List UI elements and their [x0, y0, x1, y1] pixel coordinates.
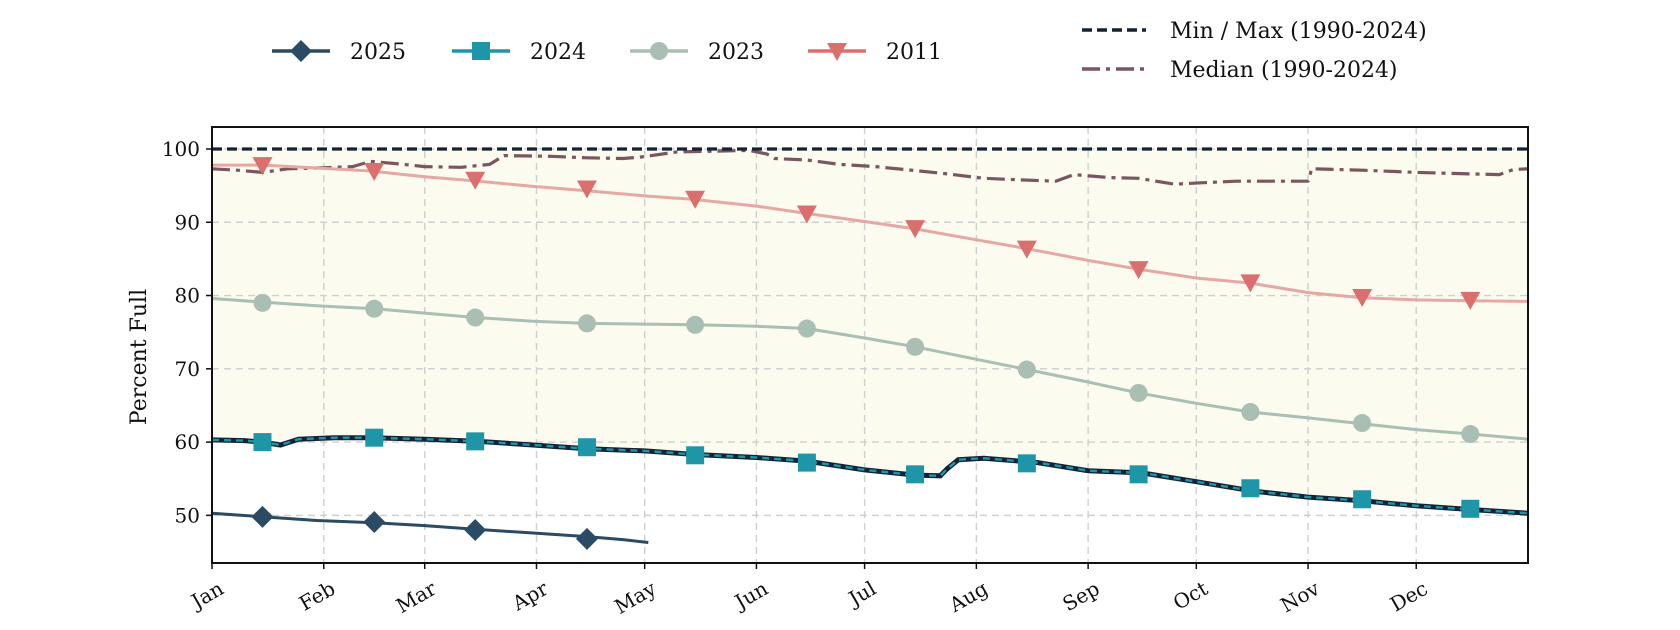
legend-label: 2024	[530, 40, 586, 65]
x-tick-label: Apr	[507, 576, 552, 616]
series-line	[212, 163, 1529, 303]
legend-label: 2011	[886, 40, 942, 65]
data-point	[251, 505, 274, 528]
data-point	[1353, 490, 1372, 509]
series-2025	[211, 505, 649, 550]
data-point	[365, 428, 384, 447]
data-point	[253, 433, 272, 452]
legend-label: 2023	[708, 40, 764, 65]
series-2024	[211, 428, 1529, 518]
data-point	[365, 299, 384, 318]
data-point	[1460, 291, 1481, 310]
data-point	[1017, 360, 1036, 379]
data-point	[796, 205, 817, 224]
x-tick-label: Sep	[1058, 576, 1103, 616]
legend-entry-min-max: Min / Max (1990-2024)	[1082, 19, 1427, 44]
legend-entry-2024: 2024	[452, 40, 586, 65]
legend-swatch-marker	[650, 42, 668, 60]
y-tick-label: 60	[175, 430, 200, 454]
legend-label: Median (1990-2024)	[1170, 58, 1398, 83]
grid	[211, 127, 1528, 563]
x-tick-label: Oct	[1169, 576, 1212, 615]
x-tick-label: May	[610, 576, 660, 619]
x-tick-label: Jul	[843, 576, 880, 611]
x-tick-label: Nov	[1276, 576, 1324, 618]
data-point	[577, 314, 596, 333]
legend-entry-2023: 2023	[630, 40, 764, 65]
series-line	[211, 148, 1529, 186]
band-fill	[212, 149, 1528, 514]
legend-entry-2011: 2011	[808, 40, 942, 65]
y-axis-label: Percent Full	[127, 289, 152, 425]
x-tick-label: Aug	[944, 576, 992, 617]
data-point	[906, 337, 925, 356]
y-tick-label: 70	[175, 357, 200, 381]
data-point	[1016, 240, 1037, 259]
series-line	[211, 436, 1529, 515]
data-point	[466, 308, 485, 327]
data-point	[252, 157, 273, 176]
data-point	[1128, 261, 1149, 280]
data-point	[906, 465, 925, 484]
data-point	[797, 319, 816, 338]
x-tick-label: Jun	[729, 576, 772, 615]
data-point	[576, 180, 597, 199]
legend: 2025 2024 2023 2011 Min / Max (1990-2024) Med…	[272, 19, 1427, 83]
data-point	[575, 527, 598, 550]
series-median-1990-2024-	[211, 148, 1529, 186]
legend-label: Min / Max (1990-2024)	[1170, 19, 1427, 44]
plot-border	[211, 126, 1529, 564]
data-point	[1241, 479, 1260, 498]
data-point	[1352, 289, 1373, 308]
legend-entry-2025: 2025	[272, 40, 406, 65]
data-point	[465, 171, 486, 190]
y-tick-label: 100	[162, 137, 200, 161]
legend-label: 2025	[350, 40, 406, 65]
series-line	[211, 297, 1529, 441]
y-tick-label: 50	[175, 503, 200, 527]
data-point	[466, 432, 485, 451]
plot-frame	[211, 126, 1529, 564]
data-point	[1461, 499, 1480, 518]
legend-swatch-marker	[290, 40, 312, 62]
y-tick-label: 80	[175, 284, 200, 308]
data-point	[253, 293, 272, 312]
y-tick-label: 90	[175, 210, 200, 234]
data-point	[1129, 383, 1148, 402]
data-point	[364, 162, 385, 181]
x-tick-label: Mar	[392, 576, 441, 618]
series-2023	[211, 293, 1529, 444]
data-point	[1461, 425, 1480, 444]
x-tick-label: Feb	[295, 576, 339, 615]
legend-swatch-marker	[827, 43, 847, 61]
legend-swatch-marker	[472, 42, 490, 60]
x-tick-label: Jan	[185, 576, 227, 614]
series-line	[211, 511, 649, 544]
series-layer	[211, 147, 1529, 550]
data-point	[686, 446, 705, 465]
x-tick-label: Dec	[1386, 576, 1432, 616]
data-point	[1129, 465, 1148, 484]
min-max-band	[212, 149, 1528, 514]
data-point	[1241, 403, 1260, 422]
data-point	[905, 220, 926, 239]
data-point	[363, 510, 386, 533]
data-point	[1353, 414, 1372, 433]
data-point	[1240, 274, 1261, 293]
data-point	[685, 190, 706, 209]
data-point	[1017, 454, 1036, 473]
data-point	[686, 315, 705, 334]
data-point	[577, 438, 596, 457]
data-point	[464, 519, 487, 542]
legend-entry-median: Median (1990-2024)	[1082, 58, 1398, 83]
data-point	[797, 453, 816, 472]
series-2011	[212, 157, 1529, 310]
